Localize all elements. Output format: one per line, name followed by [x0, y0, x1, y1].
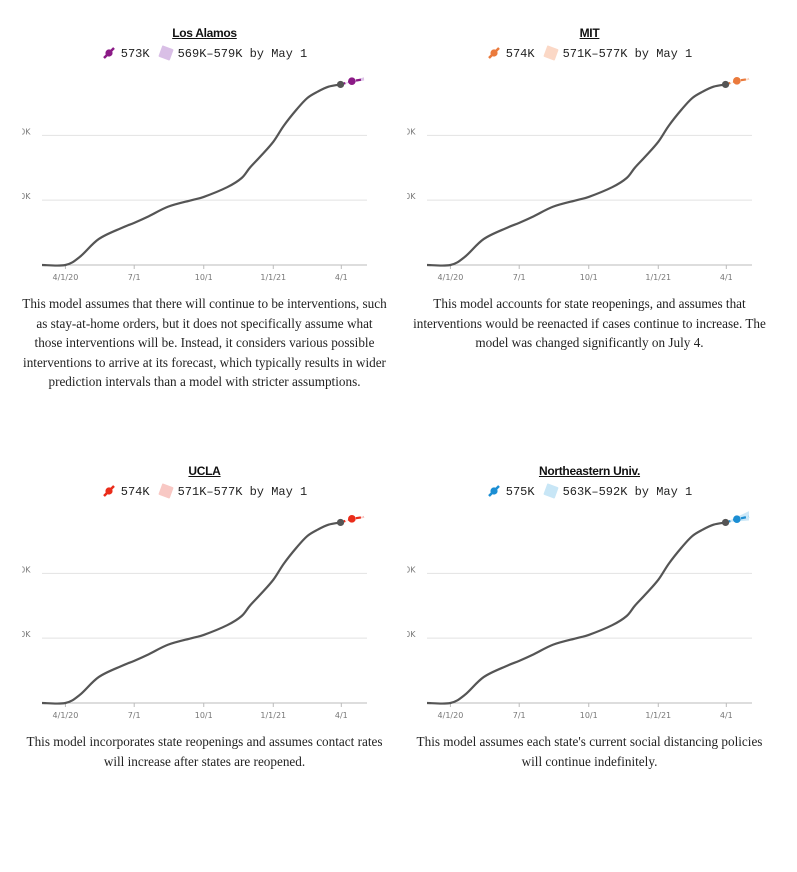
x-tick-label: 7/1: [513, 711, 526, 720]
x-tick-label: 4/1/20: [53, 711, 79, 720]
y-tick-label: 400K: [22, 127, 31, 136]
legend: 574K 571K–577K by May 1: [407, 45, 772, 64]
x-tick-label: 10/1: [195, 273, 213, 282]
x-tick-label: 4/1/20: [53, 273, 79, 282]
x-tick-label: 1/1/21: [260, 711, 286, 720]
last-observed-point: [721, 80, 730, 89]
legend: 573K 569K–579K by May 1: [22, 45, 387, 64]
x-tick-label: 4/1: [335, 273, 348, 282]
x-tick-label: 4/1/20: [438, 711, 464, 720]
panel-title: UCLA: [188, 464, 221, 478]
y-tick-label: 400K: [407, 127, 416, 136]
history-line: [41, 83, 341, 267]
range-swatch-icon: [157, 45, 174, 61]
legend-point-value: 573K: [120, 47, 150, 61]
legend-point-value: 575K: [505, 485, 535, 499]
forecast-point: [348, 515, 356, 523]
legend: 574K 571K–577K by May 1: [22, 483, 387, 502]
y-tick-label: 200K: [22, 630, 31, 639]
y-tick-label: 400K: [22, 565, 31, 574]
x-tick-label: 7/1: [128, 711, 141, 720]
x-tick-label: 10/1: [580, 273, 598, 282]
panel-los-alamos: Los Alamos 573K 569K–579K by May 1 200K 40…: [22, 24, 387, 434]
panel-title: MIT: [579, 26, 600, 40]
range-swatch-icon: [542, 45, 559, 61]
last-observed-point: [721, 518, 730, 527]
y-tick-label: 200K: [407, 192, 416, 201]
history-line: [426, 521, 726, 705]
x-tick-label: 4/1: [335, 711, 348, 720]
x-tick-label: 7/1: [513, 273, 526, 282]
legend: 575K 563K–592K by May 1: [407, 483, 772, 502]
legend-point-value: 574K: [505, 47, 535, 61]
last-observed-point: [336, 518, 345, 527]
line-chart: 200K 400K 4/1/20 7/1 10/1 1/1/21 4/1: [407, 511, 752, 720]
x-tick-label: 1/1/21: [645, 273, 671, 282]
model-description: This model incorporates state reopenings…: [26, 734, 383, 769]
forecast-marker-icon: [487, 484, 501, 502]
panel-ucla: UCLA 574K 571K–577K by May 1 200K 400K 4/1/…: [22, 462, 382, 872]
forecast-marker-icon: [102, 46, 116, 64]
x-tick-label: 7/1: [128, 273, 141, 282]
x-tick-label: 1/1/21: [260, 273, 286, 282]
last-observed-point: [336, 80, 345, 89]
range-swatch-icon: [542, 483, 559, 499]
forecast-marker-icon: [102, 484, 116, 502]
legend-range-text: 569K–579K by May 1: [177, 47, 308, 61]
forecast-point: [733, 77, 741, 85]
legend-range-text: 571K–577K by May 1: [177, 485, 308, 499]
x-tick-label: 4/1: [720, 711, 733, 720]
x-tick-label: 4/1: [720, 273, 733, 282]
history-line: [41, 521, 341, 705]
legend-range-text: 563K–592K by May 1: [562, 485, 693, 499]
y-tick-label: 200K: [22, 192, 31, 201]
panel-northeastern: Northeastern Univ. 575K 563K–592K by May …: [407, 462, 767, 872]
forecast-point: [348, 77, 356, 85]
legend-point-value: 574K: [120, 485, 150, 499]
y-tick-label: 200K: [407, 630, 416, 639]
panel-title: Northeastern Univ.: [538, 464, 641, 478]
x-tick-label: 1/1/21: [645, 711, 671, 720]
y-tick-label: 400K: [407, 565, 416, 574]
model-description: This model assumes that there will conti…: [22, 296, 387, 389]
line-chart: 200K 400K 4/1/20 7/1 10/1 1/1/21 4/1: [22, 77, 367, 282]
forecast-point: [733, 515, 741, 523]
x-tick-label: 4/1/20: [438, 273, 464, 282]
legend-range-text: 571K–577K by May 1: [562, 47, 693, 61]
x-tick-label: 10/1: [195, 711, 213, 720]
line-chart: 200K 400K 4/1/20 7/1 10/1 1/1/21 4/1: [22, 515, 367, 720]
panel-mit: MIT 574K 571K–577K by May 1 200K 400K 4/1/2…: [407, 24, 767, 434]
history-line: [426, 83, 726, 267]
model-description: This model accounts for state reopenings…: [413, 296, 766, 350]
panel-title: Los Alamos: [172, 26, 237, 40]
line-chart: 200K 400K 4/1/20 7/1 10/1 1/1/21 4/1: [407, 77, 752, 282]
x-tick-label: 10/1: [580, 711, 598, 720]
model-description: This model assumes each state's current …: [416, 734, 763, 769]
forecast-marker-icon: [487, 46, 501, 64]
range-swatch-icon: [157, 483, 174, 499]
